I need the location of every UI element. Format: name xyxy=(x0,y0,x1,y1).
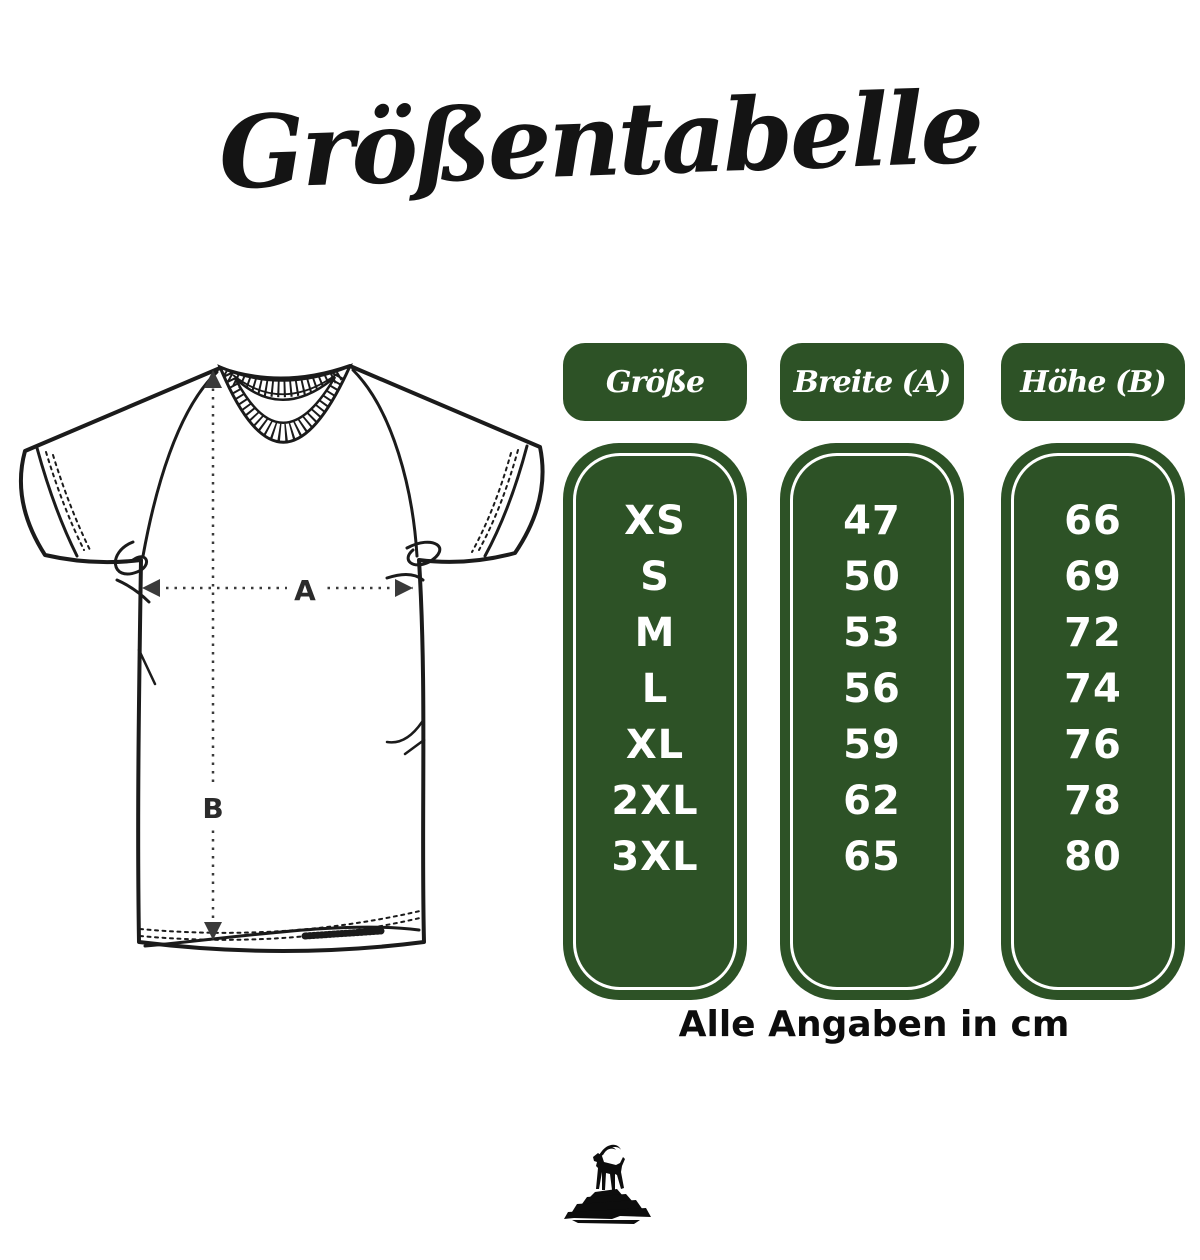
height-cell: 74 xyxy=(1064,666,1122,712)
width-column-pill: 47 50 53 56 59 62 65 xyxy=(780,443,964,1000)
size-cell: XL xyxy=(625,722,685,768)
tshirt-outline xyxy=(18,364,545,953)
size-cell: L xyxy=(641,666,669,712)
goat-on-mountain-icon xyxy=(564,1144,651,1224)
size-cell: XS xyxy=(624,498,686,544)
width-cell: 59 xyxy=(843,722,901,768)
size-cell: 3XL xyxy=(611,834,699,880)
height-cell: 66 xyxy=(1064,498,1122,544)
units-caption: Alle Angaben in cm xyxy=(678,1004,1070,1045)
height-column: Höhe (B) 66 69 72 74 76 78 80 xyxy=(1001,343,1185,1000)
width-cell: 62 xyxy=(843,778,901,824)
height-cell: 69 xyxy=(1064,554,1122,600)
width-cell: 53 xyxy=(843,610,901,656)
size-cell: M xyxy=(634,610,676,656)
height-cell: 72 xyxy=(1064,610,1122,656)
width-arrow-A: A xyxy=(142,570,413,607)
tshirt-diagram: A B xyxy=(18,363,545,953)
height-cell: 76 xyxy=(1064,722,1122,768)
hem-stitching xyxy=(139,910,421,941)
width-column-header: Breite (A) xyxy=(780,343,964,421)
measure-label-a: A xyxy=(294,574,316,607)
width-column: Breite (A) 47 50 53 56 59 62 65 xyxy=(780,343,964,1000)
collar xyxy=(217,363,353,444)
height-column-header: Höhe (B) xyxy=(1001,343,1185,421)
size-column-pill: XS S M L XL 2XL 3XL xyxy=(563,443,747,1000)
size-column-header: Größe xyxy=(563,343,747,421)
height-cell: 78 xyxy=(1064,778,1122,824)
measure-label-b: B xyxy=(202,792,223,825)
height-arrow-B: B xyxy=(195,370,231,940)
width-cell: 56 xyxy=(843,666,901,712)
page-title: Größentabelle xyxy=(217,67,983,213)
size-cell: 2XL xyxy=(611,778,699,824)
size-cell: S xyxy=(640,554,670,600)
width-cell: 65 xyxy=(843,834,901,880)
height-column-pill: 66 69 72 74 76 78 80 xyxy=(1001,443,1185,1000)
sleeve-stitching xyxy=(45,449,519,553)
height-cell: 80 xyxy=(1064,834,1122,880)
width-cell: 47 xyxy=(843,498,901,544)
width-cell: 50 xyxy=(843,554,901,600)
size-column: Größe XS S M L XL 2XL 3XL xyxy=(563,343,747,1000)
